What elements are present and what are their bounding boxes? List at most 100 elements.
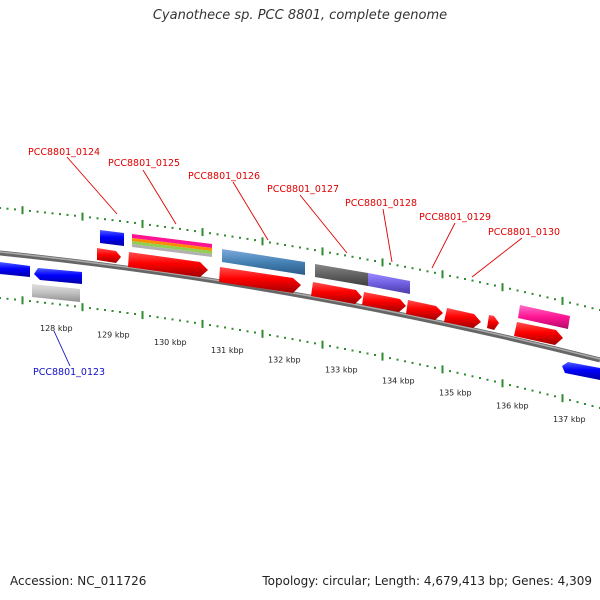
tick-minor [51,212,54,215]
tick-minor [524,387,526,390]
tick-minor [126,221,129,223]
gene-label-0126[interactable]: PCC8801_0126 [188,171,260,182]
tick-major [81,303,84,312]
tick-minor [44,301,46,304]
tick-minor [479,281,481,284]
inner-tick-track [0,296,600,409]
kbp-tick-label: 136 kbp [496,401,529,410]
gene-features [0,230,600,380]
tick-minor [0,297,1,299]
gene-label-0128[interactable]: PCC8801_0128 [345,198,417,209]
tick-minor [299,339,301,342]
tick-major [141,219,144,228]
gene-reverse-arrow[interactable] [34,268,82,284]
tick-minor [171,226,174,229]
tick-minor [89,216,91,219]
gene-feature-0127[interactable] [315,264,368,286]
kbp-tick-label: 133 kbp [325,366,358,375]
tick-major [501,379,504,388]
tick-minor [14,208,16,211]
gene-forward-arrow[interactable] [97,248,121,263]
tick-minor [111,219,114,222]
tick-minor [156,316,159,319]
tick-minor [419,363,421,366]
gene-forward-arrow[interactable] [128,252,208,277]
gene-label-0130[interactable]: PCC8801_0130 [488,227,560,238]
tick-minor [546,296,549,299]
tick-major [321,247,324,256]
gene-forward-arrow[interactable] [514,322,563,345]
tick-minor [329,251,331,254]
gene-forward-arrow[interactable] [406,300,443,320]
tick-minor [291,245,294,248]
tick-minor [366,352,369,355]
tick-minor [104,218,106,221]
tick-minor [284,244,286,246]
tick-minor [426,270,429,273]
gene-feature-0128[interactable] [368,273,410,294]
tick-minor [231,327,234,330]
gene-forward-arrow[interactable] [362,292,406,312]
tick-minor [351,349,354,352]
gene-label-0124[interactable]: PCC8801_0124 [28,147,100,158]
tick-minor [539,391,541,394]
tick-minor [119,311,121,313]
gene-forward-arrow[interactable] [219,267,301,293]
tick-minor [164,317,166,320]
tick-minor [149,315,151,318]
tick-minor [74,305,76,308]
tick-minor [336,253,339,256]
tick-minor [14,298,16,301]
tick-minor [464,373,466,376]
gene-feature-pink[interactable] [518,305,570,329]
tick-minor [456,371,459,374]
tick-minor [299,246,301,249]
gene-feature-0123[interactable] [32,284,80,302]
gene-forward-arrow[interactable] [487,315,499,330]
tick-minor [471,375,474,378]
tick-minor [66,213,69,216]
gene-label-0125[interactable]: PCC8801_0125 [108,158,180,169]
label-callouts [53,156,523,367]
tick-minor [179,227,181,230]
tick-minor [66,304,69,307]
tick-minor [239,236,241,239]
tick-minor [186,320,189,323]
tick-minor [591,307,594,310]
tick-minor [359,351,361,353]
tick-minor [411,361,414,364]
tick-minor [516,289,519,292]
tick-minor [29,300,31,303]
gene-feature-0125-stripe[interactable] [132,244,212,257]
gene-reverse-arrow[interactable] [562,362,600,380]
gene-feature-0124[interactable] [100,230,124,246]
tick-minor [404,265,406,268]
tick-minor [36,300,39,303]
gene-forward-arrow[interactable] [311,282,362,304]
tick-minor [449,274,451,277]
gene-reverse-arrow[interactable] [0,262,30,277]
gene-feature-0125-stripe[interactable] [132,241,212,254]
gene-label-0123[interactable]: PCC8801_0123 [33,367,105,378]
tick-minor [464,278,466,280]
kbp-tick-label: 131 kbp [211,346,244,355]
tick-minor [306,340,309,343]
accession-text: Accession: NC_011726 [10,574,147,588]
gene-feature-0125-stripe[interactable] [132,238,212,251]
tick-minor [479,377,481,379]
tick-minor [494,380,496,383]
tick-minor [554,395,556,398]
tick-minor [254,239,256,242]
gene-feature-0126[interactable] [222,249,305,275]
tick-minor [419,268,421,271]
tick-minor [216,233,219,236]
gene-feature-0125-stripe[interactable] [132,234,212,248]
tick-minor [471,279,474,282]
gene-label-0129[interactable]: PCC8801_0129 [419,212,491,223]
tick-minor [284,336,286,339]
genome-summary-text: Topology: circular; Length: 4,679,413 bp… [262,574,592,588]
gene-forward-arrow[interactable] [444,308,481,328]
kbp-tick-label: 129 kbp [97,330,130,339]
gene-label-0127[interactable]: PCC8801_0127 [267,184,339,195]
